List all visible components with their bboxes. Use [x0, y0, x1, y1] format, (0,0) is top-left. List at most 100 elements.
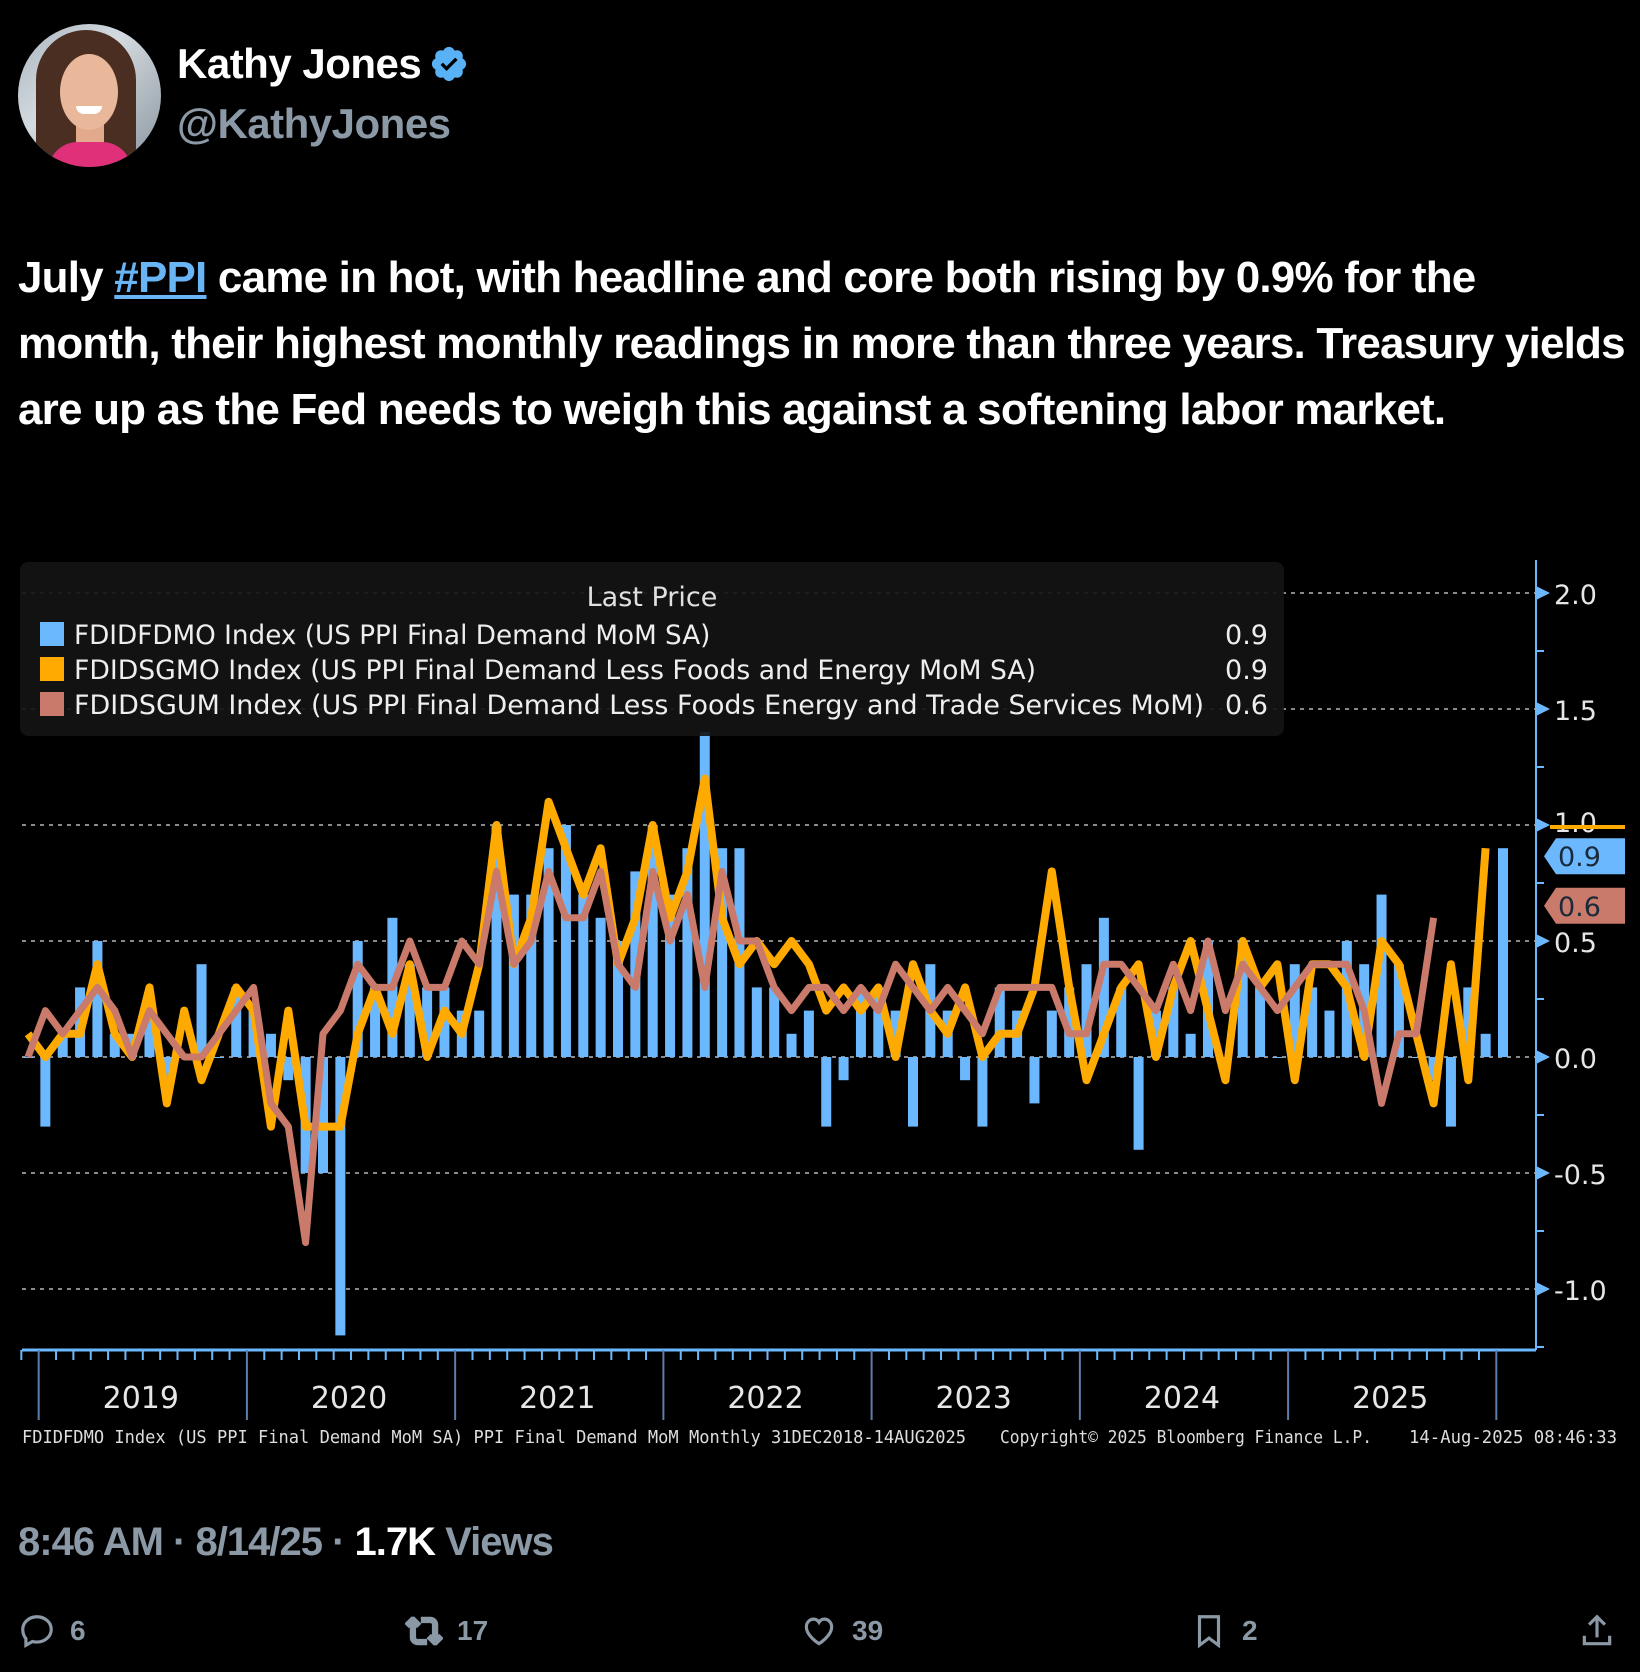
heart-icon [804, 1617, 834, 1646]
headline-bar [144, 1010, 155, 1057]
headline-bar [560, 825, 571, 1057]
headline-bar [1498, 848, 1508, 1057]
author-name-text[interactable]: Kathy Jones [177, 40, 422, 87]
meta-separator-1: · [173, 1520, 186, 1564]
retweet-button[interactable]: 17 [405, 1612, 488, 1650]
headline-bar [751, 987, 762, 1057]
reply-icon [21, 1615, 53, 1649]
y-tick-label: -0.5 [1554, 1160, 1607, 1191]
views-label: Views [445, 1520, 554, 1564]
headline-bar [682, 848, 693, 1057]
headline-bar [318, 1057, 328, 1173]
tweet-date[interactable]: 8/14/25 [195, 1520, 322, 1564]
bookmark-icon [1197, 1615, 1221, 1649]
last-price-tags: 0.9 0.6 [1544, 825, 1625, 924]
headline-bar [474, 1010, 485, 1057]
headline-bar [491, 825, 502, 1057]
headline-bar [57, 1033, 68, 1057]
meta-separator-2: · [332, 1520, 345, 1564]
headline-bar [647, 825, 658, 1057]
headline-bar [960, 1057, 971, 1081]
headline-bar [92, 941, 103, 1057]
tweet-time[interactable]: 8:46 AM [18, 1520, 164, 1564]
headline-bar [283, 1057, 294, 1081]
views-count: 1.7K [354, 1520, 436, 1564]
headline-bar [1150, 1010, 1161, 1057]
legend-last-value: 0.9 [1225, 620, 1268, 651]
headline-bar [231, 987, 242, 1057]
headline-bar [908, 1057, 918, 1127]
headline-bar [161, 1057, 172, 1081]
core-line [24, 774, 1490, 1131]
headline-bar [352, 941, 363, 1057]
y-tick-label: 1.5 [1554, 696, 1597, 727]
headline-bar [23, 1057, 33, 1058]
avatar[interactable] [18, 24, 161, 167]
x-tick-label: 2021 [519, 1381, 595, 1416]
core-ex-trade-line [24, 867, 1438, 1247]
headline-bar [855, 987, 866, 1057]
x-tick-label: 2025 [1352, 1381, 1428, 1416]
headline-bar [109, 1033, 120, 1057]
x-tick-label: 2023 [936, 1381, 1012, 1416]
headline-bar [1480, 1033, 1491, 1057]
share-button[interactable] [1578, 1612, 1616, 1650]
headline-bar [265, 1033, 276, 1057]
headline-bar [1029, 1057, 1040, 1104]
author-name[interactable]: Kathy Jones [177, 40, 469, 88]
headline-bar [699, 732, 710, 1057]
like-button[interactable]: 39 [800, 1612, 883, 1650]
headline-bar [595, 917, 606, 1057]
author-handle[interactable]: @KathyJones [177, 100, 451, 147]
headline-bar [1393, 964, 1404, 1057]
headline-bar [1081, 964, 1092, 1057]
y-tick-label: 2.0 [1554, 580, 1597, 611]
headline-bar [803, 1010, 814, 1057]
headline-bar [370, 987, 381, 1057]
reply-button[interactable]: 6 [18, 1612, 86, 1650]
x-tick-label: 2020 [311, 1381, 387, 1416]
y-tick-label: 0.0 [1554, 1044, 1597, 1075]
legend-box [20, 562, 1284, 736]
headline-bar [1064, 987, 1075, 1057]
headline-bar [1116, 987, 1127, 1057]
tweet-text: July #PPI came in hot, with headline and… [18, 245, 1628, 443]
hashtag-link[interactable]: #PPI [114, 253, 207, 302]
x-tick-label: 2019 [103, 1381, 179, 1416]
legend-label: FDIDSGMO Index (US PPI Final Demand Less… [74, 655, 1036, 686]
legend-last-value: 0.6 [1225, 690, 1268, 721]
legend-title: Last Price [587, 582, 718, 613]
legend-label: FDIDSGUM Index (US PPI Final Demand Less… [74, 690, 1204, 721]
last-price-tag [1544, 838, 1625, 875]
reply-count: 6 [70, 1615, 86, 1646]
headline-bar [717, 848, 728, 1057]
tweet-actions: 6 17 39 2 [0, 1612, 1640, 1662]
headline-bar [838, 1057, 849, 1081]
chart-lines [24, 774, 1490, 1247]
verified-badge-icon [432, 46, 467, 82]
headline-bar [821, 1057, 832, 1127]
chart-footer-copyright: Copyright© 2025 Bloomberg Finance L.P. [1000, 1427, 1372, 1448]
legend-swatch [40, 692, 64, 716]
bookmark-count: 2 [1242, 1615, 1258, 1646]
headline-bar [734, 848, 745, 1057]
bookmark-button[interactable]: 2 [1190, 1612, 1258, 1650]
headline-bar [1272, 1057, 1283, 1058]
legend-last-value: 0.9 [1225, 655, 1268, 686]
tweet-text-body: came in hot, with headline and core both… [18, 253, 1626, 434]
headline-bar [1289, 964, 1300, 1057]
headline-bar [335, 1057, 346, 1336]
chart-legend: Last Price FDIDFDMO Index (US PPI Final … [20, 562, 1284, 736]
headline-bar [543, 848, 554, 1057]
headline-bar [994, 987, 1005, 1057]
headline-bar [769, 987, 780, 1057]
headline-bar [439, 987, 450, 1057]
headline-bar [613, 941, 623, 1057]
headline-bar [40, 1057, 51, 1127]
headline-bar [404, 964, 415, 1057]
y-axis: 2.0 1.5 1.0 0.5 0.0 -0.5 -1.0 [1535, 560, 1607, 1350]
x-axis: 2019 2020 2021 2022 2023 2024 2025 [20, 1348, 1536, 1420]
headline-bar [786, 1033, 797, 1057]
headline-bar [890, 1010, 901, 1057]
headline-bar [1411, 1057, 1422, 1058]
